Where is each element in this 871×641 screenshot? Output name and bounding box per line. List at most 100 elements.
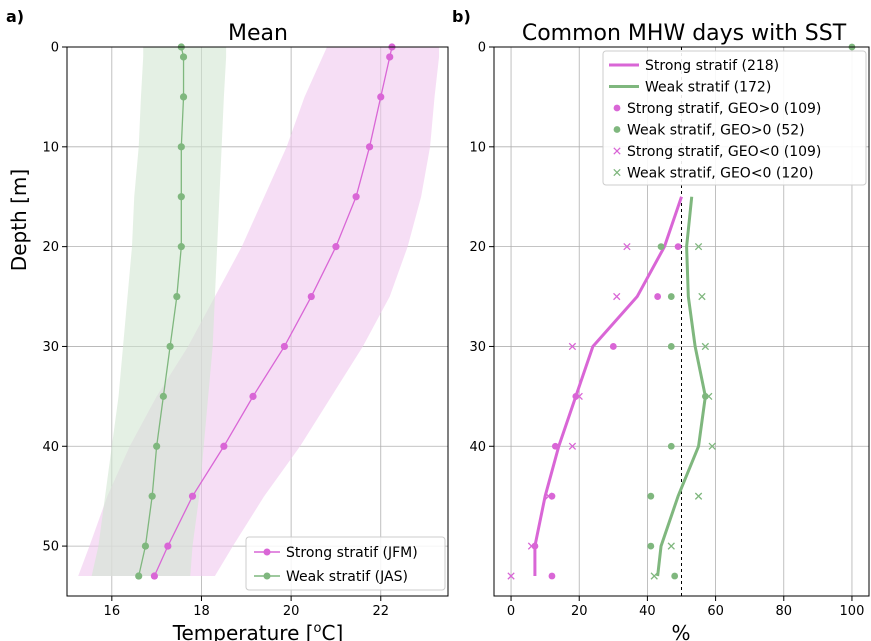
x-point <box>544 492 553 500</box>
panel-a-bands <box>78 47 440 577</box>
legend-marker <box>613 168 621 177</box>
panel-b-xlabel: % <box>671 621 690 641</box>
y-tick-label: 30 <box>42 340 59 355</box>
panel-a-ylabel: Depth [m] <box>7 169 31 271</box>
data-point <box>177 193 185 201</box>
data-point <box>179 93 188 101</box>
data-point <box>164 542 172 550</box>
x-tick-label: 20 <box>571 604 588 619</box>
profile-line-0 <box>533 196 683 577</box>
circle-point <box>667 293 675 300</box>
data-point <box>177 243 185 251</box>
xlabel-tail: C] <box>322 621 344 641</box>
data-point <box>377 93 385 101</box>
circle-point <box>647 492 655 500</box>
data-point <box>365 143 374 151</box>
circle-point <box>674 243 682 251</box>
panel-a-mean-temperature: a) Mean 16 18 20 22 0 10 20 30 40 50 Temperature… <box>6 7 449 641</box>
x-tick-label: 40 <box>639 604 656 619</box>
panel-a-y-ticks: 0 10 20 30 40 50 <box>42 41 67 555</box>
x-tick-label: 18 <box>193 604 210 619</box>
data-point <box>177 143 185 151</box>
x-point <box>701 342 710 351</box>
panel-b-frame <box>493 46 870 597</box>
data-point <box>173 292 181 301</box>
x-point <box>527 542 536 550</box>
x-point <box>613 292 621 301</box>
circle-point <box>701 392 709 400</box>
legend-label: Strong stratif, GEO<0 (109) <box>627 144 821 160</box>
legend-box <box>245 536 446 591</box>
y-tick-label: 0 <box>478 41 486 56</box>
y-tick-label: 0 <box>51 41 59 56</box>
panel-a-series <box>135 43 396 580</box>
x-point <box>650 572 658 580</box>
data-point <box>159 392 167 400</box>
data-point <box>220 442 228 450</box>
legend-label: Weak stratif (172) <box>645 80 771 96</box>
panel-b-points <box>507 43 856 580</box>
x-tick-label: 100 <box>840 604 865 619</box>
circle-point <box>609 343 617 350</box>
data-point <box>141 542 150 550</box>
legend-label: Weak stratif, GEO>0 (52) <box>627 123 805 139</box>
legend-marker <box>613 147 621 155</box>
y-tick-label: 40 <box>42 440 59 455</box>
legend-label: Strong stratif (JFM) <box>286 545 418 561</box>
circle-point <box>647 542 655 550</box>
data-point <box>280 342 288 351</box>
x-point <box>575 392 583 401</box>
circle-point <box>572 392 580 400</box>
xlabel-superscript: o <box>314 621 322 636</box>
panel-a-frame <box>66 46 449 597</box>
legend-box <box>602 50 867 186</box>
data-point <box>150 572 159 580</box>
legend-marker <box>613 104 621 112</box>
x-tick-label: 16 <box>104 604 121 619</box>
panel-b-y-ticks: 0 10 20 30 40 <box>469 41 494 455</box>
y-tick-label: 40 <box>469 440 486 455</box>
panel-b-x-ticks: 0 20 40 60 80 100 <box>507 596 864 619</box>
data-point <box>153 442 161 450</box>
y-tick-label: 10 <box>42 140 59 155</box>
circle-point <box>548 572 556 580</box>
y-tick-label: 20 <box>42 240 59 255</box>
panel-a-legend: Strong stratif (JFM) Weak stratif (JAS) <box>245 536 446 591</box>
panel-a-title: Mean <box>228 21 288 46</box>
circle-point <box>531 542 539 550</box>
x-point <box>705 392 713 401</box>
data-point <box>148 492 156 500</box>
x-tick-label: 22 <box>372 604 389 619</box>
legend-label: Strong stratif, GEO>0 (109) <box>627 101 821 117</box>
circle-point <box>654 293 662 300</box>
legend-marker <box>613 126 621 133</box>
data-point <box>352 193 360 201</box>
x-tick-label: 0 <box>507 604 515 619</box>
x-point <box>698 292 706 301</box>
panel-b-title: Common MHW days with SST <box>522 21 847 46</box>
data-point <box>307 292 315 301</box>
legend-marker <box>263 572 271 580</box>
data-point <box>179 53 188 61</box>
data-point <box>386 53 394 61</box>
data-point <box>188 492 197 500</box>
x-point <box>507 572 515 580</box>
legend-label: Weak stratif (JAS) <box>286 569 408 585</box>
y-tick-label: 20 <box>469 240 486 255</box>
y-tick-label: 50 <box>42 540 59 555</box>
x-tick-label: 20 <box>283 604 300 619</box>
spread-band-1 <box>91 47 227 577</box>
circle-point <box>667 343 675 350</box>
data-point <box>249 392 257 400</box>
circle-point <box>671 572 679 580</box>
x-point <box>623 242 631 251</box>
legend-label: Strong stratif (218) <box>645 58 779 74</box>
circle-point <box>548 492 556 500</box>
data-point <box>332 243 340 251</box>
legend-label: Weak stratif, GEO<0 (120) <box>627 166 814 182</box>
circle-point <box>667 442 675 450</box>
circle-point <box>551 442 559 450</box>
legend-marker <box>263 548 271 556</box>
y-tick-label: 30 <box>469 340 486 355</box>
